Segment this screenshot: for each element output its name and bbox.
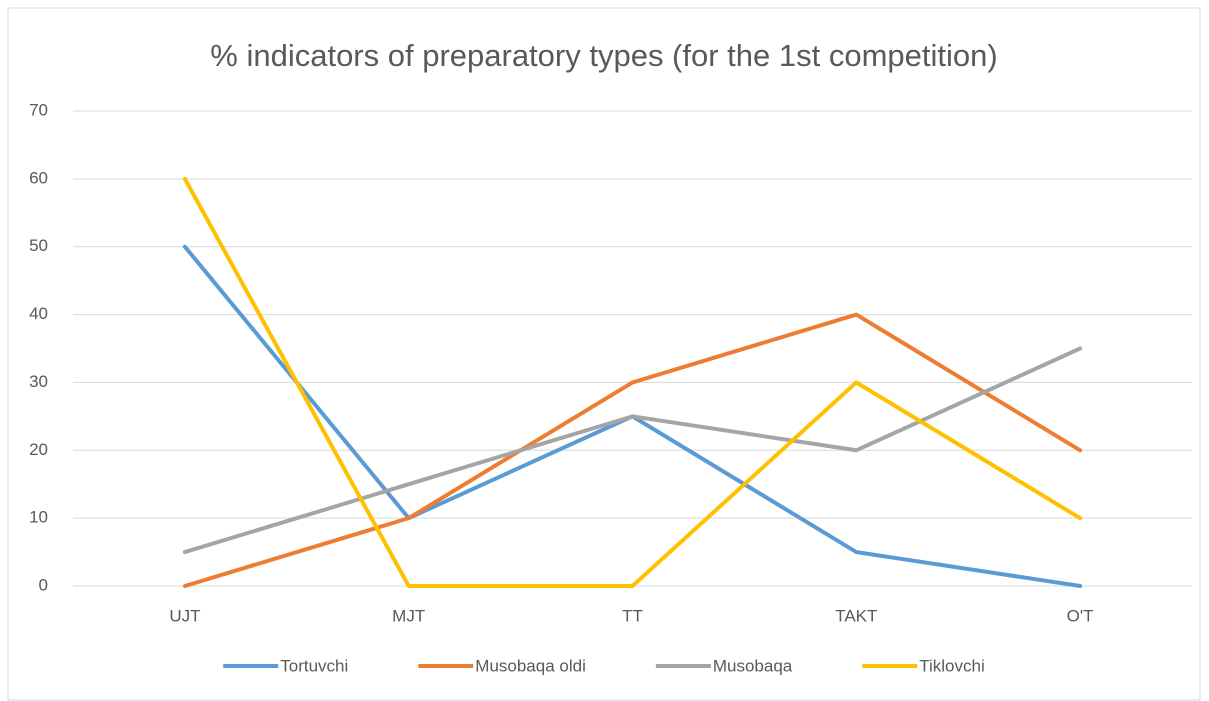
x-tick-label: MJT xyxy=(392,606,425,625)
legend-label: Musobaqa xyxy=(713,656,793,675)
series-line xyxy=(182,312,1083,588)
y-tick-label: 0 xyxy=(39,575,48,594)
chart-frame xyxy=(7,7,1201,701)
y-tick-label: 40 xyxy=(29,304,48,323)
y-tick-label: 20 xyxy=(29,440,48,459)
x-tick-label: O'T xyxy=(1067,606,1094,625)
y-tick-label: 70 xyxy=(29,100,48,119)
legend-label: Musobaqa oldi xyxy=(475,656,586,675)
legend-label: Tortuvchi xyxy=(280,656,348,675)
chart-title: % indicators of preparatory types (for t… xyxy=(210,38,997,73)
series-line xyxy=(182,176,1083,588)
y-tick-label: 60 xyxy=(29,168,48,187)
series-line xyxy=(182,346,1083,555)
x-tick-label: UJT xyxy=(169,606,200,625)
y-tick-label: 30 xyxy=(29,372,48,391)
legend-label: Tiklovchi xyxy=(919,656,985,675)
x-tick-label: TAKT xyxy=(835,606,877,625)
y-tick-label: 10 xyxy=(29,508,48,527)
x-tick-label: TT xyxy=(622,606,643,625)
y-tick-label: 50 xyxy=(29,236,48,255)
